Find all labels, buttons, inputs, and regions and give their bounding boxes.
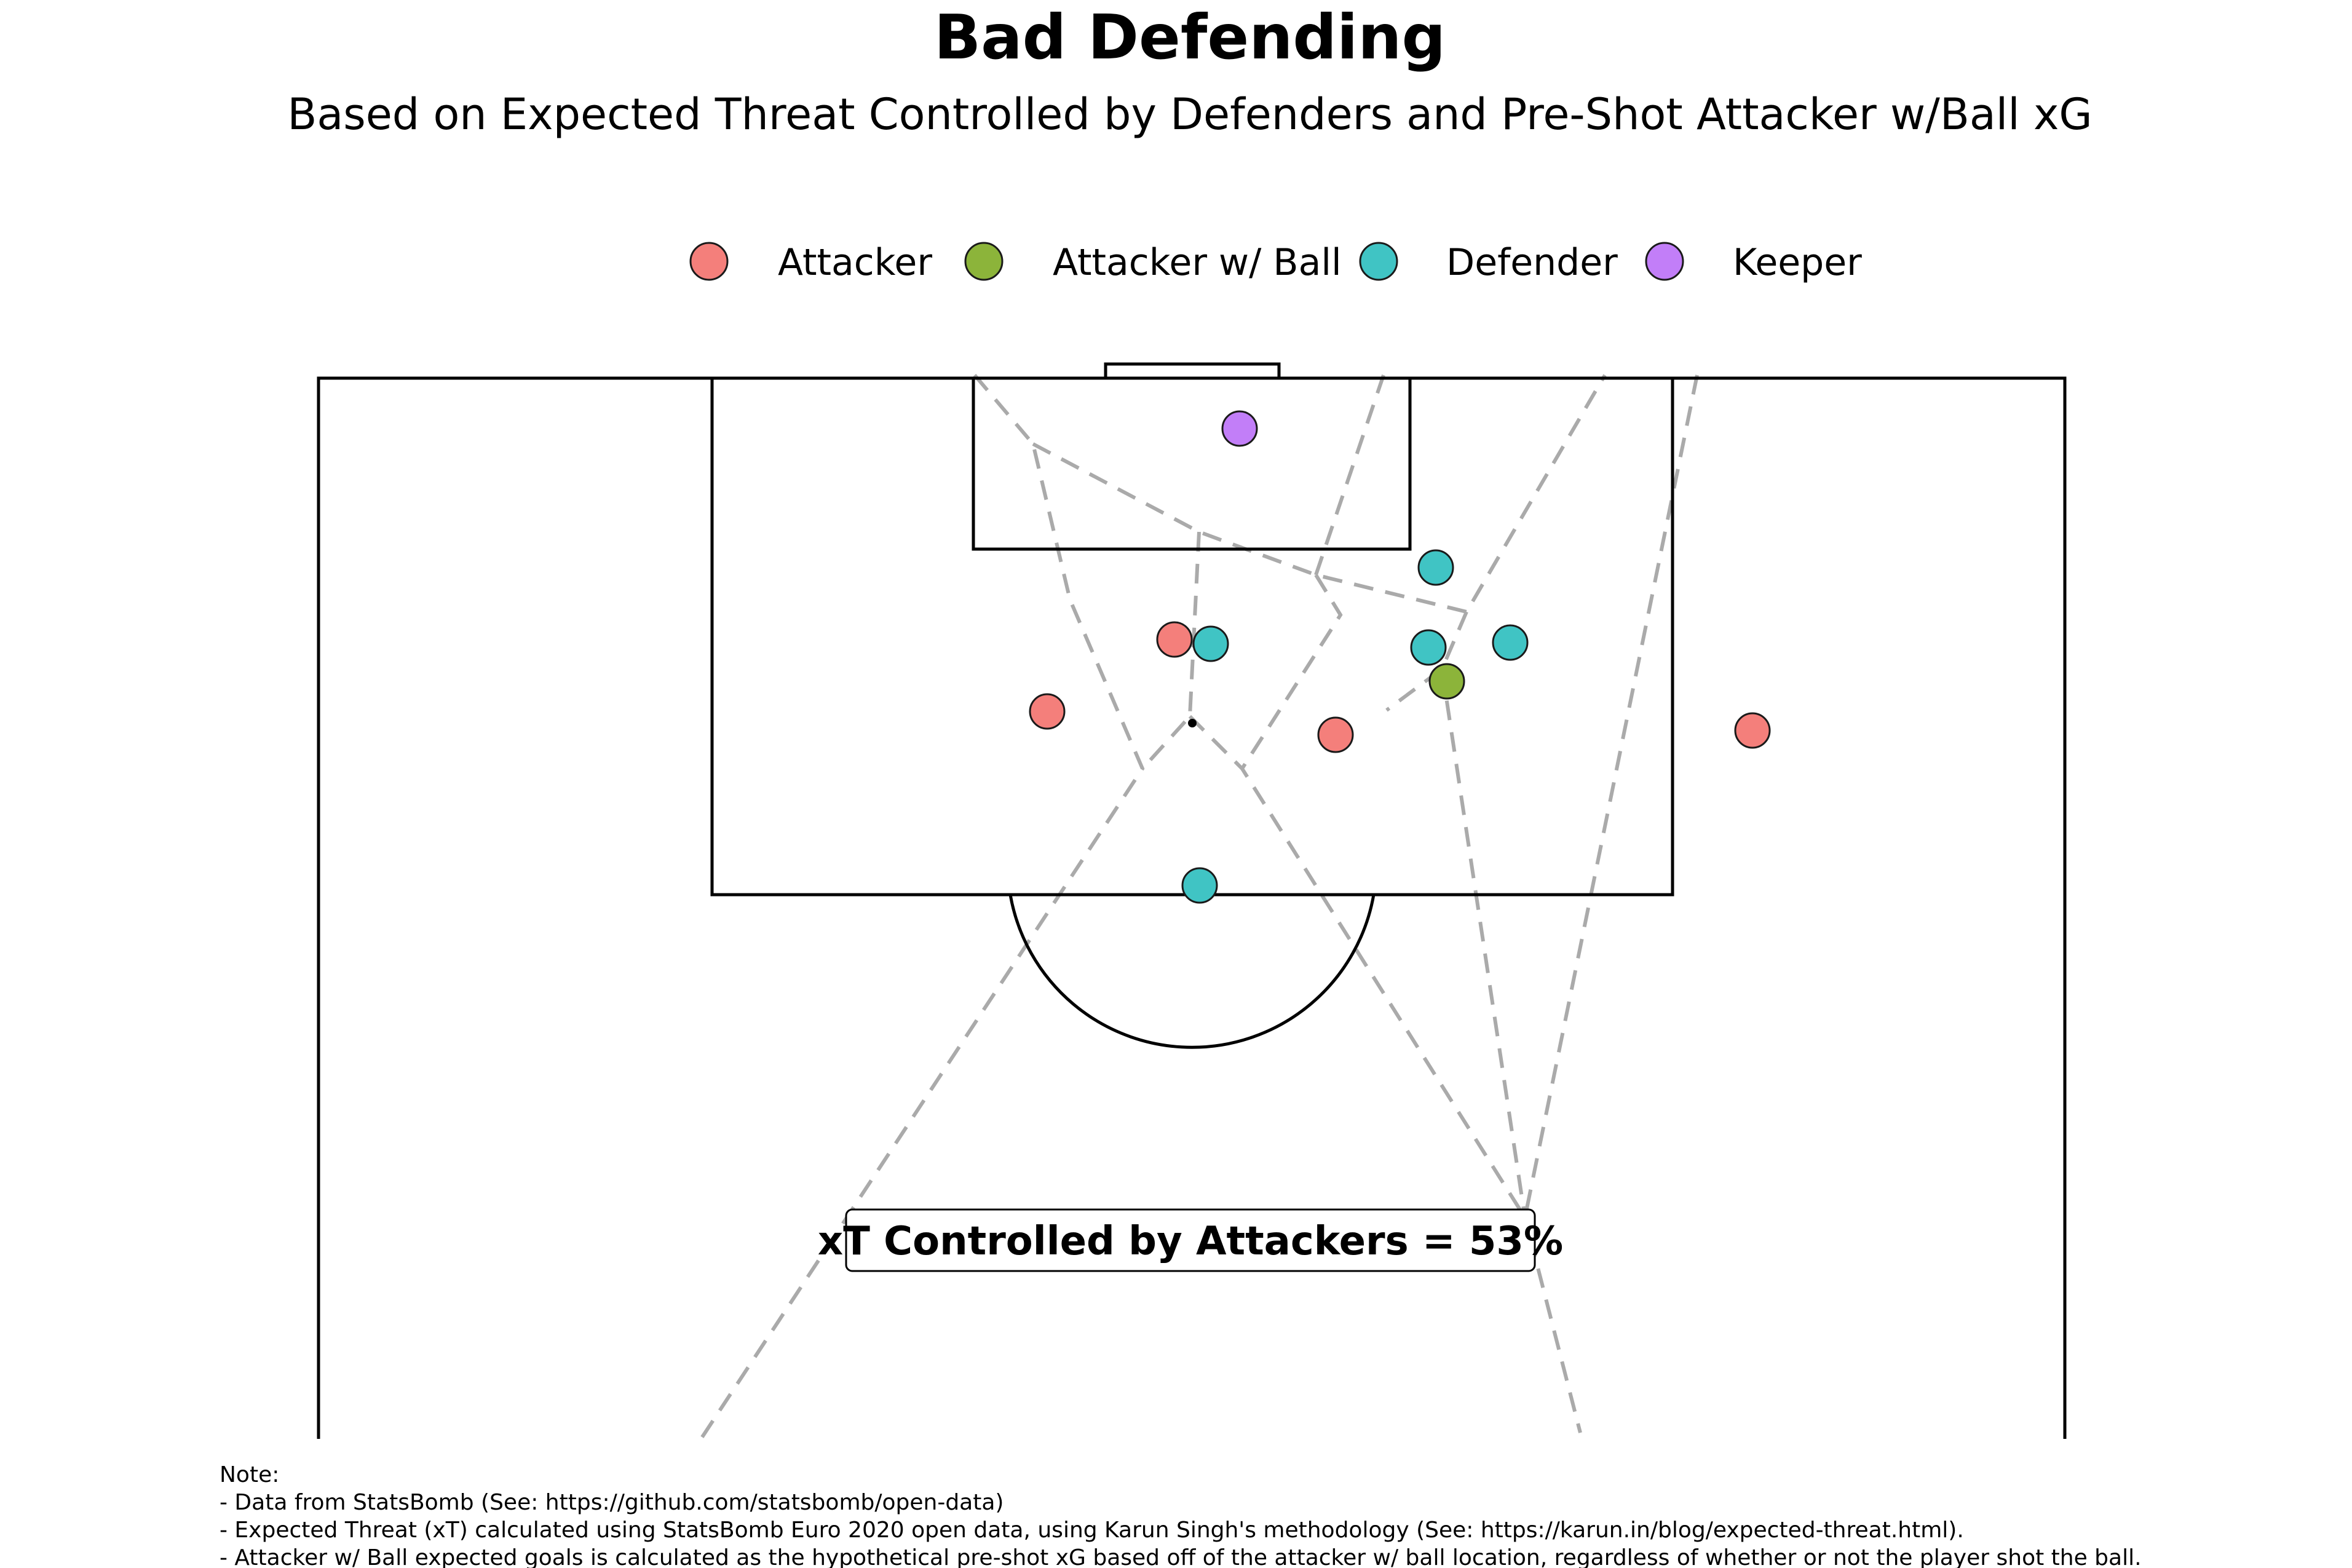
legend-marker-keeper: [1645, 242, 1684, 281]
six-yard-box: [972, 378, 1412, 551]
legend-label-attacker: Attacker: [778, 241, 932, 284]
note-line: - Expected Threat (xT) calculated using …: [220, 1518, 1964, 1543]
attacker-marker: [1734, 712, 1771, 749]
goal: [1104, 362, 1281, 378]
voronoi-boundaries: [699, 374, 1699, 1440]
note-heading: Note:: [220, 1462, 279, 1487]
legend-item-defender: Defender: [1359, 241, 1618, 284]
legend-item-attacker: Attacker: [689, 241, 932, 284]
defender-marker: [1417, 549, 1454, 586]
voronoi-edge: [1188, 715, 1527, 1219]
voronoi-edge: [1032, 374, 1607, 614]
page-title: Bad Defending: [934, 1, 1446, 73]
legend-label-attacker-with-ball: Attacker w/ Ball: [1053, 241, 1342, 284]
note-line: - Attacker w/ Ball expected goals is cal…: [220, 1545, 2142, 1568]
attacker-marker: [1317, 716, 1354, 753]
attacker-marker: [1156, 621, 1193, 658]
keeper-marker: [1221, 410, 1258, 447]
defender-marker: [1181, 867, 1218, 904]
xt-callout: xT Controlled by Attackers = 53%: [818, 1208, 1563, 1272]
voronoi-edge: [1240, 574, 1343, 770]
legend-marker-attacker: [689, 242, 729, 281]
attacker-with-ball-marker: [1428, 663, 1465, 700]
voronoi-edge: [1141, 531, 1201, 770]
defender-marker: [1192, 625, 1229, 662]
defender-marker: [1492, 624, 1529, 661]
penalty-spot: [1188, 719, 1197, 727]
penalty-arc: [1008, 894, 1376, 1049]
attacker-marker: [1029, 693, 1066, 730]
legend-label-defender: Defender: [1446, 241, 1618, 284]
players: [1029, 410, 1771, 904]
voronoi-edge: [699, 374, 1145, 1440]
defender-marker: [1410, 629, 1447, 666]
legend-marker-defender: [1359, 242, 1398, 281]
notes: Note: - Data from StatsBomb (See: https:…: [220, 1462, 2142, 1568]
page-subtitle: Based on Expected Threat Controlled by D…: [287, 89, 2092, 140]
legend: Attacker Attacker w/ Ball Defender Keepe…: [689, 241, 1862, 284]
pitch-outline: [317, 376, 2067, 1439]
legend-marker-attacker-with-ball: [964, 242, 1004, 281]
voronoi-edge: [1523, 374, 1699, 1218]
voronoi-edge: [1314, 374, 1385, 576]
xt-callout-text: xT Controlled by Attackers = 53%: [818, 1219, 1563, 1264]
legend-item-keeper: Keeper: [1645, 241, 1862, 284]
voronoi-edge: [1385, 611, 1468, 712]
legend-item-attacker-with-ball: Attacker w/ Ball: [964, 241, 1342, 284]
legend-label-keeper: Keeper: [1733, 241, 1862, 284]
xt-callout-box: [845, 1208, 1536, 1272]
note-line: - Data from StatsBomb (See: https://gith…: [220, 1490, 1004, 1515]
